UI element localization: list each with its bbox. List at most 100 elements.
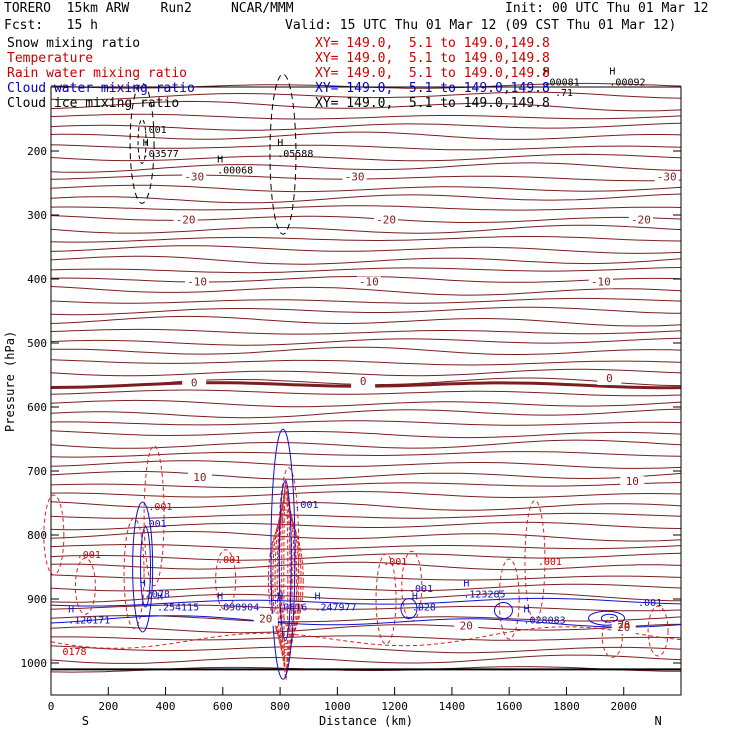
partial-label: .71: [555, 88, 573, 99]
isotherm-line: [50, 306, 682, 316]
small-value-label: .001: [294, 500, 318, 511]
temperature-label: 0: [191, 377, 198, 390]
snow-contour: [129, 82, 155, 204]
temperature-label-bg: [454, 620, 479, 633]
isotherm-line: [50, 389, 682, 397]
max-marker: H: [609, 67, 615, 78]
isotherm-line: [50, 193, 682, 204]
max-value: .254115: [157, 603, 199, 614]
rain-contour: [601, 616, 623, 658]
temperature-label: 10: [626, 475, 639, 488]
max-marker: H: [140, 579, 146, 590]
temperature-label-bg: [173, 214, 198, 227]
xy-cloud-water: XY= 149.0, 5.1 to 149.0,149.8: [315, 81, 550, 96]
temperature-label-bg: [597, 373, 622, 386]
max-marker: H: [217, 592, 223, 603]
isotherm-line: [50, 645, 682, 654]
small-value-label: .001: [77, 550, 101, 561]
small-value-label: .001: [217, 555, 241, 566]
temperature-label: -30: [345, 170, 365, 183]
isotherm-line: [50, 236, 682, 243]
max-value: .123285: [463, 590, 505, 601]
isotherm-line: [50, 346, 682, 355]
max-marker: H: [277, 138, 283, 149]
y-tick-label: 400: [27, 273, 47, 286]
isotherm-line: [50, 205, 682, 211]
y-axis-label: Pressure (hPa): [3, 331, 17, 432]
y-tick-label: 700: [27, 465, 47, 478]
x-end-south: S: [82, 714, 89, 728]
isotherm-line: [50, 583, 682, 592]
temperature-label-bg: [620, 476, 645, 489]
isotherm-line: [50, 328, 682, 335]
isotherm-line: [50, 224, 682, 234]
isotherm-line: [50, 604, 682, 612]
isotherm-line: [50, 654, 682, 664]
max-value: .028083: [524, 615, 566, 626]
rain-contour: [74, 557, 96, 615]
isotherm-line: [50, 420, 682, 426]
isotherm-line: [50, 162, 682, 173]
y-tick-label: 1000: [21, 657, 48, 670]
isotherm-line: [50, 574, 682, 581]
rain-band: [50, 626, 682, 649]
rain-core-contour: [272, 509, 300, 651]
x-tick-label: 600: [213, 700, 233, 713]
partial-label: 0178: [62, 647, 86, 658]
isotherm-line: [50, 552, 682, 561]
isotherm-line: [50, 315, 682, 327]
y-tick-label: 600: [27, 401, 47, 414]
isotherm-line: [50, 245, 682, 254]
isotherm-line: [50, 267, 682, 274]
max-marker: H: [314, 592, 320, 603]
temperature-label-bg: [356, 276, 381, 289]
x-tick-label: 200: [98, 700, 118, 713]
isotherm-line: [50, 91, 682, 101]
rain-contour: [215, 549, 237, 611]
isotherm-line: [50, 144, 682, 151]
xy-snow: XY= 149.0, 5.1 to 149.0,149.8: [315, 36, 550, 51]
isotherm-line: [50, 501, 682, 511]
small-value-label: .001: [143, 125, 167, 136]
isotherm-line: [50, 482, 682, 489]
isotherm-line: [50, 561, 682, 571]
rain-core-contour: [270, 515, 302, 645]
isotherm-line: [50, 100, 682, 112]
cloud-contour: [493, 602, 513, 620]
isotherm-line: [50, 512, 682, 519]
rain-contour: [524, 500, 546, 622]
snow-contour: [137, 118, 147, 164]
isotherm-line: [50, 184, 682, 193]
init-time: Init: 00 UTC Thu 01 Mar 12: [505, 1, 709, 16]
max-value: .120171: [68, 615, 110, 626]
model-title: TORERO 15km ARW Run2 NCAR/MMM: [4, 1, 294, 16]
max-value: .05588: [277, 149, 313, 160]
temperature-label-bg: [628, 214, 653, 227]
header: TORERO 15km ARW Run2 NCAR/MMM Init: 00 U…: [0, 0, 740, 111]
max-value: .2078: [140, 590, 170, 601]
valid-time: Valid: 15 UTC Thu 01 Mar 12 (09 CST Thu …: [285, 18, 677, 33]
cloud-band: [50, 615, 682, 628]
max-value: .0816: [277, 603, 307, 614]
isotherm-line: [51, 635, 682, 641]
max-value: .247977: [314, 603, 356, 614]
temperature-label: 0: [606, 372, 613, 385]
isotherm-line: [50, 623, 682, 634]
x-tick-label: 400: [156, 700, 176, 713]
x-end-north: N: [654, 714, 661, 728]
field-rain: Rain water mixing ratio: [7, 66, 188, 81]
temperature-label-bg: [182, 171, 207, 184]
rain-core-contour: [274, 503, 298, 657]
y-tick-label: 300: [27, 209, 47, 222]
isotherm-line: [50, 368, 682, 377]
max-value: .00068: [217, 165, 253, 176]
isotherm-line: [50, 131, 682, 140]
y-tick-label: 200: [27, 145, 47, 158]
cloud-contour: [278, 480, 292, 642]
isotherm-line: [50, 592, 682, 603]
cloud-contour: [140, 526, 151, 608]
forecast-hour: Fcst: 15 h: [4, 18, 98, 33]
small-value-label: .001: [638, 598, 662, 609]
isotherm-line: [50, 286, 682, 296]
